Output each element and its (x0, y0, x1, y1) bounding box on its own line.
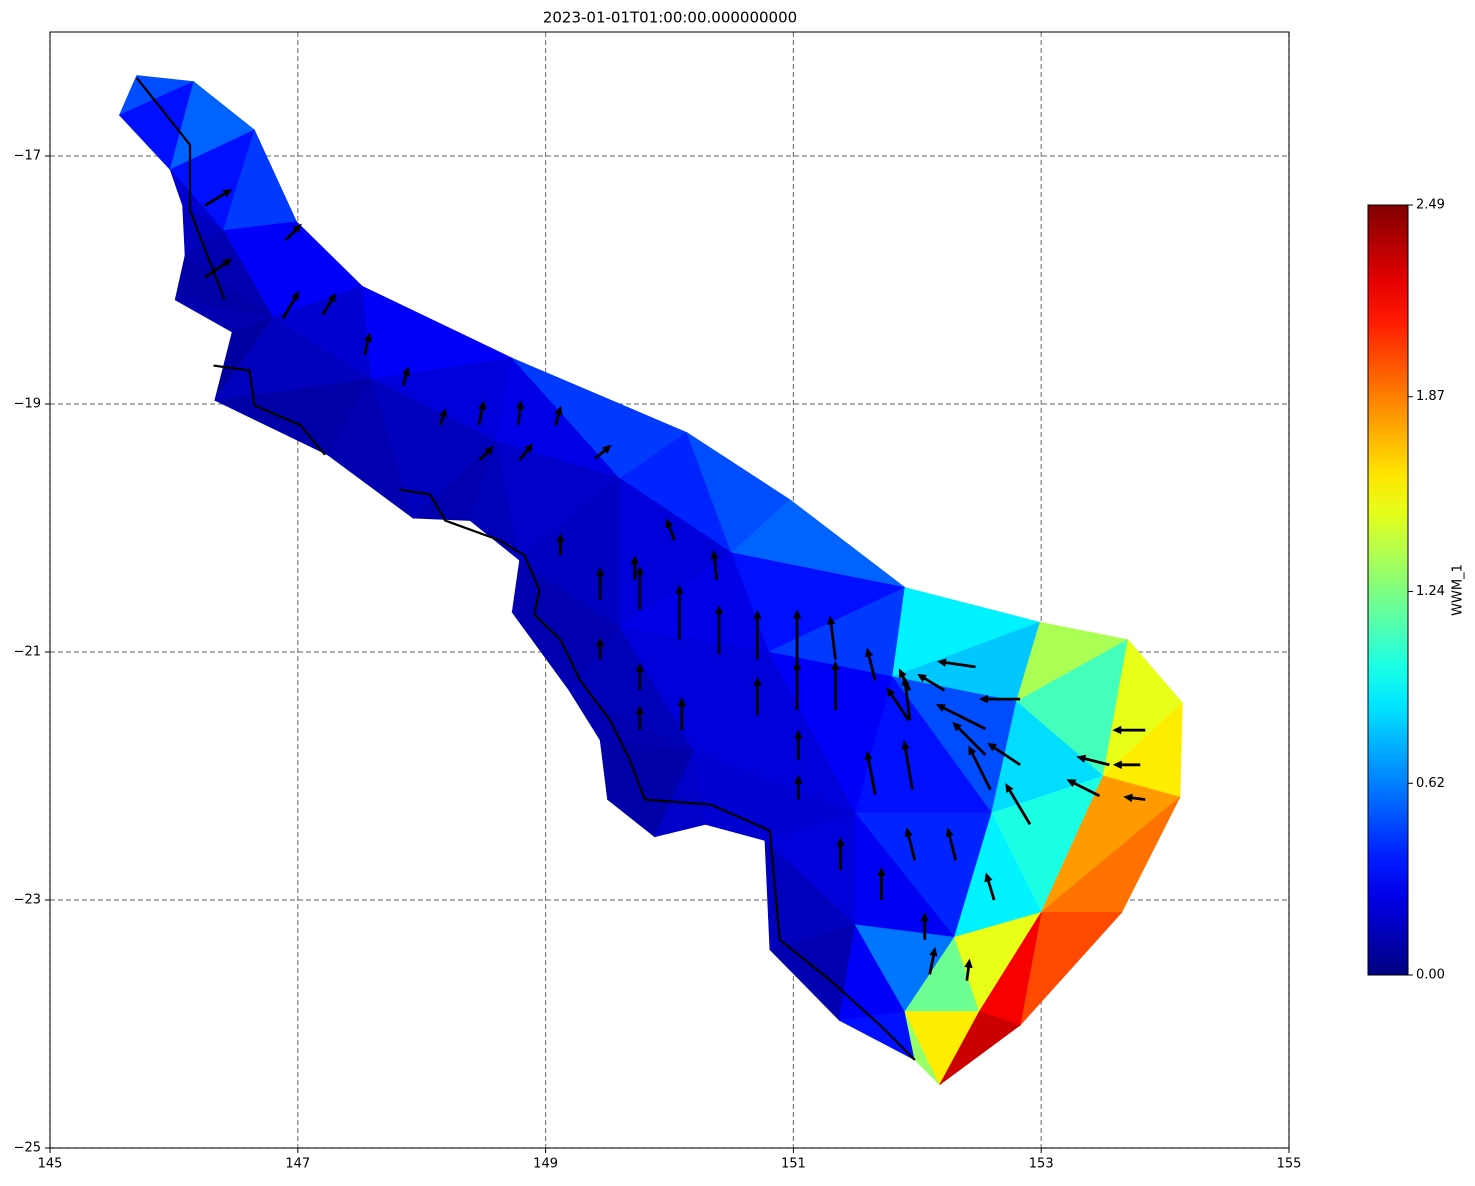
quiver-arrow (945, 827, 958, 861)
quiver-arrow (827, 615, 837, 660)
quiver-arrow (595, 637, 605, 660)
colorbar-tick-label: 0.62 (1416, 776, 1445, 791)
colorbar-label: WWM_1 (1451, 564, 1466, 616)
colorbar-tick-label: 1.24 (1416, 584, 1445, 599)
quiver-arrow (714, 605, 724, 655)
quiver-arrow (901, 740, 914, 790)
quiver-arrow (665, 518, 676, 541)
y-tick-label: −17 (14, 149, 41, 164)
quiver-arrow (477, 400, 487, 426)
quiver-arrow (794, 774, 803, 800)
mesh (118, 75, 1183, 1086)
quiver-arrow (753, 609, 762, 660)
quiver-arrow (363, 332, 373, 355)
colorbar-tick-label: 1.87 (1416, 389, 1445, 404)
quiver-arrow (978, 694, 1021, 704)
quiver-arrow (1005, 783, 1032, 826)
quiver-arrow (952, 721, 987, 756)
y-tick-label: −21 (14, 645, 41, 660)
quiver-arrow (831, 660, 840, 711)
quiver-arrow (984, 872, 996, 901)
quiver-arrow (937, 658, 976, 669)
quiver-arrow (1076, 754, 1110, 767)
quiver-arrow (478, 446, 494, 461)
quiver-arrow (1123, 793, 1146, 803)
quiver-arrow (968, 745, 992, 791)
quiver-arrow (877, 867, 886, 900)
quiver-arrow (792, 609, 802, 665)
quiver-arrow (595, 566, 605, 600)
quiver-arrow (917, 673, 946, 692)
quiver-arrow (964, 958, 973, 981)
y-tick-label: −25 (14, 1141, 41, 1156)
quiver-arrow (518, 443, 534, 461)
colorbar (1367, 204, 1409, 976)
quiver-arrow (675, 584, 684, 640)
quiver-arrow (1112, 725, 1146, 735)
quiver-arrow (901, 676, 912, 721)
quiver-arrow (635, 705, 644, 731)
quiver-arrow (904, 827, 917, 861)
x-tick-label: 147 (285, 1157, 310, 1172)
quiver-arrow (753, 676, 762, 716)
quiver-arrow (920, 912, 929, 940)
quiver-arrow (928, 946, 938, 975)
coastline (135, 77, 916, 1061)
colorbar-tick-label: 2.49 (1416, 198, 1445, 213)
quiver-arrow (635, 565, 644, 610)
quiver-arrow (987, 742, 1021, 766)
x-tick-label: 153 (1029, 1157, 1054, 1172)
quiver-arrow (515, 400, 525, 426)
quiver-arrow (864, 750, 877, 795)
quiver-arrow (635, 662, 644, 691)
quiver-arrow (556, 533, 565, 556)
quiver-arrow (865, 647, 877, 681)
quiver-arrow (886, 687, 910, 721)
y-tick-label: −19 (14, 397, 41, 412)
quiver-arrow (554, 405, 563, 426)
quiver-arrow (710, 549, 719, 581)
quiver-arrow (794, 729, 803, 760)
quiver-arrow (836, 837, 845, 871)
y-tick-label: −23 (14, 893, 41, 908)
x-tick-label: 145 (38, 1157, 63, 1172)
quiver-arrow (204, 258, 233, 279)
quiver-arrow (677, 697, 687, 731)
quiver-arrow (281, 290, 300, 320)
colorbar-tick-label: 0.00 (1416, 968, 1445, 983)
quiver-arrow (1066, 779, 1101, 798)
quiver-arrow (204, 189, 233, 207)
quiver-arrow (594, 444, 612, 460)
quiver-arrow (284, 223, 302, 242)
plot-frame (49, 31, 1290, 1149)
quiver-arrow (401, 366, 411, 386)
quiver-arrow (630, 555, 639, 581)
quiver-arrow (439, 408, 448, 426)
mesh-triangle (939, 1011, 1021, 1086)
quiver-arrow (1112, 760, 1141, 769)
quiver (204, 189, 1146, 981)
quiver-arrow (792, 660, 802, 711)
chart-title: 2023-01-01T01:00:00.000000000 (543, 9, 797, 27)
x-tick-label: 155 (1277, 1157, 1302, 1172)
quiver-arrow (321, 292, 337, 316)
quiver-arrow (935, 704, 987, 731)
x-tick-label: 149 (533, 1157, 558, 1172)
x-tick-label: 151 (781, 1157, 806, 1172)
